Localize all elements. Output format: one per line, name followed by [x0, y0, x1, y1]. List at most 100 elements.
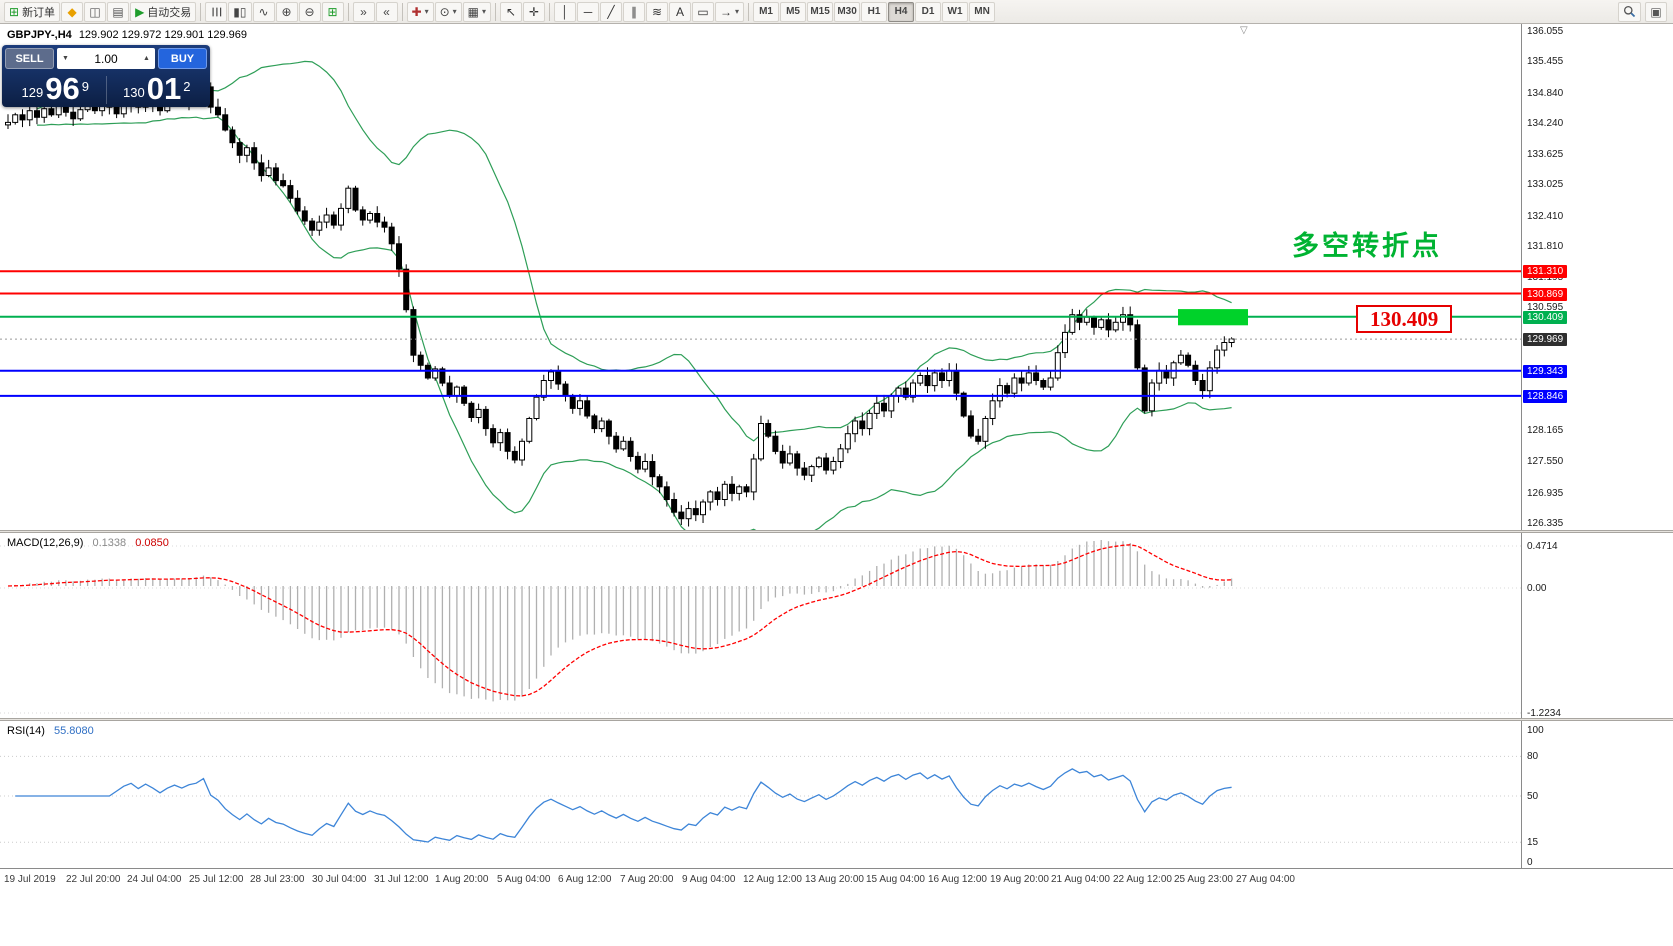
price-scale-label: 133.025: [1527, 179, 1564, 190]
timeframe-m30-button[interactable]: M30: [834, 1, 861, 22]
time-axis-label: 30 Jul 04:00: [312, 874, 367, 885]
timeframe-m5-button[interactable]: M5: [780, 1, 807, 22]
main-chart-canvas[interactable]: [0, 24, 1521, 530]
templates-button[interactable]: ▦ ▾: [462, 1, 492, 22]
tile-windows-button[interactable]: ⊞: [321, 1, 344, 22]
rsi-panel[interactable]: RSI(14) 55.8080: [0, 721, 1521, 868]
timeframe-m15-button[interactable]: M15: [807, 1, 834, 22]
panel-splitter-2[interactable]: [0, 718, 1673, 721]
cursor-button[interactable]: ↖: [500, 1, 523, 22]
price-scale-label: 134.840: [1527, 88, 1564, 99]
fibonacci-button[interactable]: ≋: [646, 1, 669, 22]
charts-window-icon: ◫: [89, 4, 101, 19]
toolbar-separator: [200, 2, 202, 21]
bollinger-upper-line[interactable]: [36, 60, 1232, 442]
search-button[interactable]: [1618, 1, 1641, 22]
new-order-button[interactable]: ⊞ 新订单: [4, 1, 61, 22]
timeframe-m1-button[interactable]: M1: [753, 1, 780, 22]
time-axis-label: 15 Aug 04:00: [866, 874, 925, 885]
candlestick-chart-button[interactable]: ▮▯: [228, 1, 252, 22]
volume-value[interactable]: 1.00: [94, 51, 118, 66]
macd-value: 0.1338: [92, 537, 127, 549]
price-scale-label: 136.055: [1527, 26, 1564, 37]
vertical-line-button[interactable]: │: [554, 1, 577, 22]
chevron-down-icon: ▾: [735, 7, 740, 16]
macd-panel[interactable]: MACD(12,26,9) 0.1338 0.0850: [0, 533, 1521, 718]
volume-increase-icon[interactable]: ▲: [143, 55, 150, 62]
volume-decrease-icon[interactable]: ▼: [62, 55, 69, 62]
macd-name: MACD(12,26,9): [7, 537, 84, 549]
time-axis-label: 21 Aug 04:00: [1051, 874, 1110, 885]
sell-price-display[interactable]: 129 96 9: [5, 70, 106, 106]
trendline-button[interactable]: ╱: [600, 1, 623, 22]
price-level-badge[interactable]: 130.409: [1523, 311, 1568, 324]
panel-splitter-1[interactable]: [0, 530, 1673, 533]
crosshair-icon: ✛: [529, 4, 540, 19]
time-axis[interactable]: 19 Jul 2019 22 Jul 20:00 24 Jul 04:00 25 Ju…: [0, 868, 1673, 890]
price-level-badge[interactable]: 130.869: [1523, 288, 1568, 301]
timeframe-w1-button[interactable]: W1: [942, 1, 969, 22]
indicators-button[interactable]: ✚ ▾: [406, 1, 434, 22]
zoom-out-button[interactable]: ⊖: [298, 1, 321, 22]
candles-layer: [5, 82, 1235, 527]
text-button[interactable]: A: [669, 1, 692, 22]
price-level-badge[interactable]: 129.343: [1523, 365, 1568, 378]
time-axis-label: 12 Aug 12:00: [743, 874, 802, 885]
price-level-badge[interactable]: 128.846: [1523, 390, 1568, 403]
sell-price-big: 96: [45, 70, 80, 106]
text-label-button[interactable]: ▭: [692, 1, 715, 22]
line-chart-button[interactable]: ∿: [252, 1, 275, 22]
windows-button[interactable]: ▣: [1645, 1, 1667, 22]
chart-shift-button[interactable]: «: [375, 1, 398, 22]
price-callout-box: 130.409: [1356, 305, 1453, 333]
price-scale-label: 132.410: [1527, 211, 1564, 222]
market-watch-button[interactable]: ▤: [107, 1, 130, 22]
line-chart-icon: ∿: [258, 4, 269, 19]
fibonacci-icon: ≋: [652, 4, 663, 19]
chart-shift-marker-icon[interactable]: ▽: [1240, 25, 1248, 36]
candlestick-chart-icon: ▮▯: [233, 4, 247, 19]
bollinger-lower-line[interactable]: [36, 116, 1232, 530]
shapes-button[interactable]: → ▾: [715, 1, 745, 22]
symbol-header: GBPJPY-,H4 129.902 129.972 129.901 129.96…: [7, 29, 247, 41]
tile-windows-icon: ⊞: [327, 4, 338, 19]
macd-canvas: [0, 540, 1521, 714]
rsi-scale-label: 80: [1527, 751, 1539, 762]
time-axis-label: 19 Jul 2019: [4, 874, 56, 885]
auto-trading-button-label: 自动交易: [147, 6, 192, 19]
price-level-badge[interactable]: 131.310: [1523, 265, 1568, 278]
rsi-value: 55.8080: [53, 725, 94, 737]
alert-button[interactable]: ◆: [61, 1, 84, 22]
channel-button[interactable]: ∥: [623, 1, 646, 22]
toolbar: ⊞ 新订单 ◆ ◫ ▤ ▶ 自动交易 ☰ ▮▯ ∿ ⊕ ⊖ ⊞» «✚ ▾ ⊙ ▾ ▦ ▾ ↖ ✛ │ ─ ╱ ∥ ≋ A ▭ → ▾ M1…: [0, 0, 1673, 24]
buy-price-display[interactable]: 130 01 2: [107, 72, 208, 104]
highlight-rectangle[interactable]: [1178, 309, 1248, 326]
crosshair-button[interactable]: ✛: [523, 1, 546, 22]
sell-button[interactable]: SELL: [5, 48, 54, 69]
timeframe-h4-button[interactable]: H4: [888, 1, 915, 22]
rsi-name: RSI(14): [7, 725, 45, 737]
horizontal-line-icon: ─: [583, 4, 593, 19]
buy-button[interactable]: BUY: [158, 48, 207, 69]
bar-chart-button[interactable]: ☰: [205, 1, 228, 22]
price-scale-label: 126.335: [1527, 518, 1564, 529]
timeframe-mn-button[interactable]: MN: [969, 1, 996, 22]
volume-control[interactable]: ▼ 1.00 ▲: [57, 48, 155, 69]
time-axis-label: 22 Aug 12:00: [1113, 874, 1172, 885]
timeframe-d1-button[interactable]: D1: [915, 1, 942, 22]
auto-trading-button[interactable]: ▶ 自动交易: [130, 1, 197, 22]
timeframe-h1-button[interactable]: H1: [861, 1, 888, 22]
toolbar-separator: [549, 2, 551, 21]
templates-icon: ▦: [467, 4, 480, 19]
horizontal-line-button[interactable]: ─: [577, 1, 600, 22]
main-chart-panel[interactable]: GBPJPY-,H4 129.902 129.972 129.901 129.96…: [0, 24, 1521, 530]
bottom-empty-area: [0, 890, 1673, 946]
vertical-line-icon: │: [561, 4, 569, 19]
zoom-in-icon: ⊕: [281, 4, 292, 19]
zoom-in-button[interactable]: ⊕: [275, 1, 298, 22]
periods-button[interactable]: ⊙ ▾: [434, 1, 462, 22]
charts-window-button[interactable]: ◫: [84, 1, 107, 22]
auto-scroll-button[interactable]: »: [352, 1, 375, 22]
price-scale[interactable]: 136.055 135.455 134.840 134.240 133.625 133.0…: [1521, 24, 1673, 868]
